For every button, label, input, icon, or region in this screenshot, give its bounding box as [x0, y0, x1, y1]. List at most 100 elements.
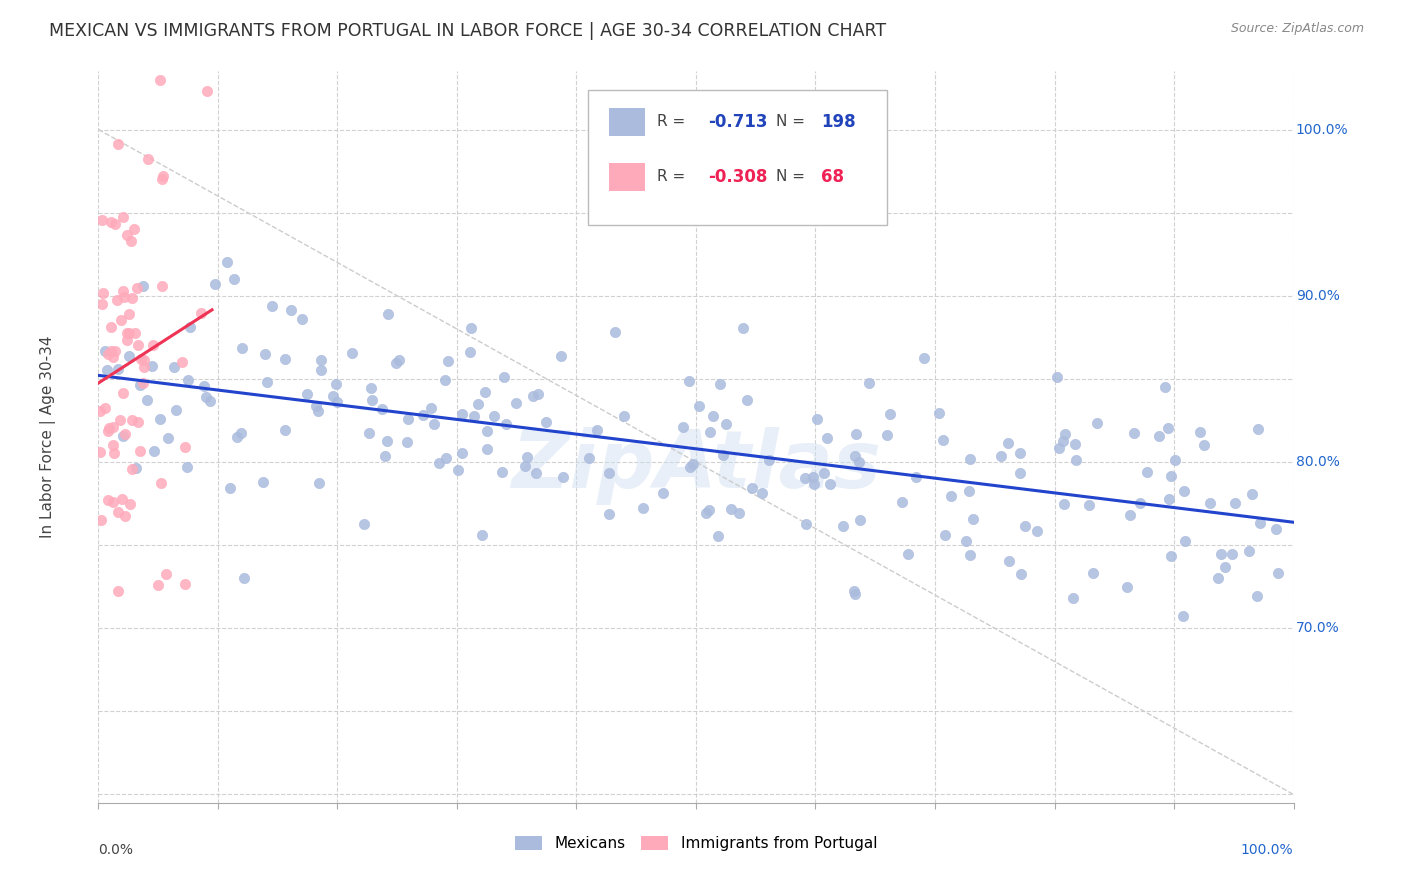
- Point: [136, 152, 159, 166]
- Point: [115, 227, 138, 242]
- Point: [388, 353, 411, 368]
- Point: [758, 453, 780, 467]
- FancyBboxPatch shape: [589, 90, 887, 225]
- Point: [280, 303, 302, 318]
- Point: [94, 401, 117, 415]
- Point: [127, 415, 149, 429]
- Point: [112, 289, 135, 303]
- Point: [997, 553, 1019, 567]
- Point: [720, 502, 742, 516]
- Point: [959, 548, 981, 562]
- Point: [149, 412, 172, 426]
- Point: [134, 359, 156, 374]
- Point: [97, 424, 120, 438]
- Point: [741, 481, 763, 495]
- Point: [233, 571, 256, 585]
- Point: [198, 394, 221, 409]
- Point: [190, 306, 212, 320]
- Point: [934, 527, 956, 541]
- Point: [711, 448, 734, 462]
- Point: [91, 296, 114, 310]
- Point: [1119, 508, 1142, 523]
- Point: [360, 381, 382, 395]
- Point: [89, 445, 111, 459]
- Point: [912, 351, 935, 365]
- Point: [395, 434, 418, 449]
- Point: [436, 451, 458, 466]
- Point: [1085, 416, 1108, 430]
- Point: [103, 446, 125, 460]
- Point: [1241, 487, 1264, 501]
- Point: [128, 443, 150, 458]
- Point: [1083, 566, 1105, 580]
- Point: [796, 517, 818, 532]
- Point: [111, 386, 134, 401]
- Point: [427, 457, 450, 471]
- Text: 198: 198: [821, 112, 856, 131]
- Point: [801, 470, 824, 484]
- Point: [651, 486, 673, 500]
- Point: [818, 477, 841, 491]
- Point: [141, 359, 163, 373]
- Bar: [609, 163, 644, 191]
- Point: [107, 362, 129, 376]
- Point: [1154, 380, 1177, 394]
- Point: [225, 430, 247, 444]
- Point: [195, 84, 218, 98]
- Legend: Mexicans, Immigrants from Portugal: Mexicans, Immigrants from Portugal: [509, 830, 883, 857]
- Point: [308, 475, 330, 490]
- Point: [492, 369, 515, 384]
- Point: [1052, 434, 1074, 449]
- Point: [193, 378, 215, 392]
- Point: [1159, 491, 1181, 506]
- Point: [128, 378, 150, 392]
- Text: MEXICAN VS IMMIGRANTS FROM PORTUGAL IN LABOR FORCE | AGE 30-34 CORRELATION CHART: MEXICAN VS IMMIGRANTS FROM PORTUGAL IN L…: [49, 22, 886, 40]
- Point: [957, 483, 980, 498]
- Point: [928, 406, 950, 420]
- Point: [150, 279, 173, 293]
- Point: [932, 434, 955, 448]
- Point: [114, 426, 136, 441]
- Point: [471, 528, 494, 542]
- Text: ZipAtlas: ZipAtlas: [510, 427, 882, 506]
- Text: N =: N =: [776, 114, 806, 129]
- Point: [1046, 370, 1069, 384]
- Point: [155, 566, 177, 581]
- Point: [1116, 580, 1139, 594]
- Point: [524, 466, 547, 480]
- Point: [1062, 591, 1084, 606]
- Point: [152, 169, 174, 183]
- Point: [735, 392, 758, 407]
- Point: [695, 506, 717, 520]
- Point: [90, 513, 112, 527]
- Point: [1206, 571, 1229, 585]
- Point: [1008, 446, 1031, 460]
- Point: [803, 476, 825, 491]
- Point: [122, 221, 145, 235]
- Point: [91, 286, 114, 301]
- Point: [832, 519, 855, 533]
- Point: [751, 486, 773, 500]
- Point: [1025, 524, 1047, 538]
- Point: [1077, 498, 1099, 512]
- Point: [1053, 427, 1076, 442]
- Point: [697, 502, 720, 516]
- Point: [111, 492, 134, 507]
- Point: [727, 506, 749, 520]
- Point: [274, 423, 297, 437]
- Text: -0.308: -0.308: [709, 168, 768, 186]
- Point: [688, 400, 710, 414]
- Point: [311, 363, 333, 377]
- Point: [1053, 498, 1076, 512]
- Point: [451, 407, 474, 421]
- Point: [1189, 425, 1212, 439]
- Point: [170, 355, 193, 369]
- Point: [550, 349, 572, 363]
- Point: [513, 459, 536, 474]
- Point: [217, 255, 239, 269]
- Point: [274, 351, 297, 366]
- Point: [1174, 534, 1197, 549]
- Point: [1010, 466, 1032, 480]
- Point: [325, 376, 347, 391]
- Point: [1136, 465, 1159, 479]
